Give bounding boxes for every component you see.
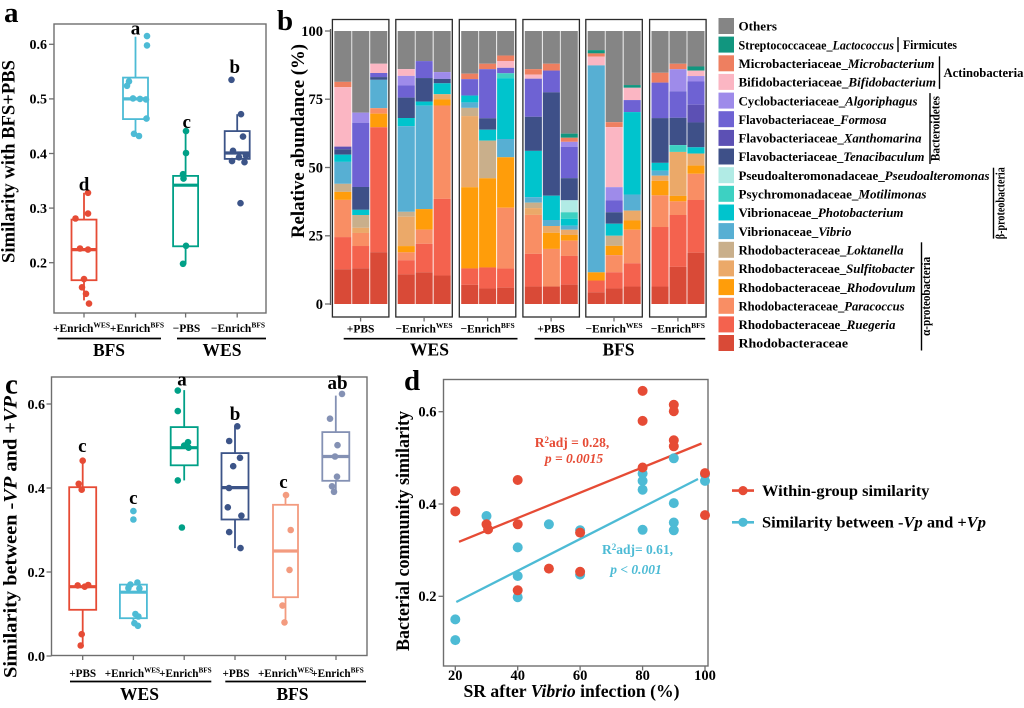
svg-text:0.5: 0.5 xyxy=(30,93,48,108)
svg-text:60: 60 xyxy=(573,668,588,684)
svg-text:−EnrichBFS: −EnrichBFS xyxy=(460,321,514,336)
svg-text:Within-group similarity: Within-group similarity xyxy=(762,483,930,500)
svg-text:b: b xyxy=(277,5,293,37)
svg-text:Rhodobacteraceae_Rhodovulum: Rhodobacteraceae_Rhodovulum xyxy=(739,280,916,295)
svg-text:0: 0 xyxy=(316,297,323,313)
svg-text:0.2: 0.2 xyxy=(30,257,48,272)
svg-text:BFS: BFS xyxy=(93,340,125,360)
svg-text:0.2: 0.2 xyxy=(418,589,436,605)
svg-text:0.2: 0.2 xyxy=(28,566,46,581)
svg-text:Vibrionaceae_Photobacterium: Vibrionaceae_Photobacterium xyxy=(739,205,904,220)
svg-text:WES: WES xyxy=(410,340,449,360)
svg-text:c: c xyxy=(78,436,86,457)
svg-text:100: 100 xyxy=(694,668,716,684)
svg-text:0.6: 0.6 xyxy=(30,38,48,53)
svg-text:Microbacteriaceae_Microbacteri: Microbacteriaceae_Microbacterium xyxy=(739,56,935,71)
svg-text:Similarity between -VP and +VP: Similarity between -VP and +VP xyxy=(1,396,22,678)
svg-text:Pseudoalteromonadaceae_Pseudoa: Pseudoalteromonadaceae_Pseudoalteromonas xyxy=(739,168,990,183)
svg-text:WES: WES xyxy=(203,340,242,360)
svg-text:0.4: 0.4 xyxy=(30,147,48,162)
svg-text:SR after Vibrio infection (%): SR after Vibrio infection (%) xyxy=(464,681,680,702)
svg-text:40: 40 xyxy=(510,668,525,684)
svg-text:c: c xyxy=(129,488,137,509)
svg-text:+EnrichBFS: +EnrichBFS xyxy=(311,667,364,681)
svg-text:c: c xyxy=(5,369,18,401)
svg-text:c: c xyxy=(279,472,287,493)
svg-text:Flavobacteriaceae_Tenacibaculu: Flavobacteriaceae_Tenacibaculum xyxy=(739,149,925,164)
svg-text:Bacteroidetes: Bacteroidetes xyxy=(929,96,943,161)
svg-text:R2adj = 0.28,: R2adj = 0.28, xyxy=(535,435,609,450)
svg-text:100: 100 xyxy=(301,24,323,40)
svg-text:Psychromonadaceae_Motilimonas: Psychromonadaceae_Motilimonas xyxy=(739,187,927,202)
svg-text:+PBS: +PBS xyxy=(223,668,250,680)
svg-text:Bifidobacteriaceae_Bifidobacte: Bifidobacteriaceae_Bifidobacterium xyxy=(739,75,937,90)
svg-text:Rhodobacteraceae_Paracoccus: Rhodobacteraceae_Paracoccus xyxy=(739,298,905,313)
svg-text:p < 0.001: p < 0.001 xyxy=(609,562,662,577)
svg-text:Rhodobacteraceae_Ruegeria: Rhodobacteraceae_Ruegeria xyxy=(739,317,896,332)
svg-text:Others: Others xyxy=(739,19,778,34)
svg-text:75: 75 xyxy=(309,92,324,108)
svg-text:+EnrichBFS: +EnrichBFS xyxy=(159,667,212,681)
svg-text:80: 80 xyxy=(635,668,650,684)
svg-text:a: a xyxy=(131,19,141,40)
svg-text:Rhodobacteraceae: Rhodobacteraceae xyxy=(739,336,849,351)
svg-text:0.6: 0.6 xyxy=(28,398,46,413)
svg-text:25: 25 xyxy=(309,229,324,245)
svg-text:α-proteobacteria: α-proteobacteria xyxy=(919,256,933,336)
svg-text:R2adj= 0.61,: R2adj= 0.61, xyxy=(602,542,673,557)
svg-text:Rhodobacteraceae_Loktanella: Rhodobacteraceae_Loktanella xyxy=(739,243,904,258)
svg-text:d: d xyxy=(79,175,90,196)
svg-text:−EnrichWES: −EnrichWES xyxy=(585,321,642,336)
svg-text:Vibrionaceae_Vibrio: Vibrionaceae_Vibrio xyxy=(739,224,852,239)
svg-text:BFS: BFS xyxy=(602,340,634,360)
svg-text:Similarity between -Vp and +Vp: Similarity between - Vp and +Vp xyxy=(762,515,986,532)
svg-text:0.6: 0.6 xyxy=(418,405,436,421)
svg-text:Cyclobacteriaceae_Algoriphagus: Cyclobacteriaceae_Algoriphagus xyxy=(739,93,918,108)
svg-text:−PBS: −PBS xyxy=(173,323,201,335)
svg-text:0.4: 0.4 xyxy=(418,497,436,513)
svg-text:Firmicutes: Firmicutes xyxy=(903,38,957,52)
svg-text:+EnrichWES: +EnrichWES xyxy=(53,321,110,336)
svg-text:Streptococcaceae_Lactococcus: Streptococcaceae_Lactococcus xyxy=(739,37,895,52)
svg-text:0.4: 0.4 xyxy=(28,482,46,497)
svg-text:50: 50 xyxy=(309,160,324,176)
svg-text:Flavobacteriaceae_Formosa: Flavobacteriaceae_Formosa xyxy=(739,112,887,127)
svg-text:a: a xyxy=(177,370,187,391)
svg-text:+EnrichBFS: +EnrichBFS xyxy=(110,321,164,336)
svg-text:0.0: 0.0 xyxy=(28,650,46,665)
svg-text:−EnrichBFS: −EnrichBFS xyxy=(211,321,265,336)
svg-text:p = 0.0015: p = 0.0015 xyxy=(544,451,604,466)
svg-text:b: b xyxy=(230,404,241,425)
svg-text:Similarity with BFS+PBS: Similarity with BFS+PBS xyxy=(0,60,20,263)
svg-text:0.3: 0.3 xyxy=(30,202,48,217)
svg-text:Flavobacteriaceae_Xanthomarina: Flavobacteriaceae_Xanthomarina xyxy=(739,131,922,146)
svg-text:c: c xyxy=(182,112,190,133)
svg-text:−EnrichWES: −EnrichWES xyxy=(395,321,452,336)
svg-text:−EnrichBFS: −EnrichBFS xyxy=(651,321,705,336)
svg-text:20: 20 xyxy=(448,668,463,684)
svg-text:Actinobacteria: Actinobacteria xyxy=(944,65,1024,80)
svg-text:Bacterial community similarity: Bacterial community similarity xyxy=(394,410,414,651)
svg-text:Rhodobacteraceae_Sulfitobacter: Rhodobacteraceae_Sulfitobacter xyxy=(739,261,916,276)
svg-text:+PBS: +PBS xyxy=(347,324,375,336)
svg-text:Relative abundance (%): Relative abundance (%) xyxy=(288,44,309,238)
svg-text:ab: ab xyxy=(327,373,347,394)
svg-text:WES: WES xyxy=(120,684,159,703)
svg-text:d: d xyxy=(404,365,420,397)
svg-text:+EnrichWES: +EnrichWES xyxy=(258,667,313,681)
svg-text:a: a xyxy=(4,0,19,29)
svg-text:β-proteobacteria: β-proteobacteria xyxy=(994,167,1008,240)
svg-text:b: b xyxy=(230,57,241,78)
svg-text:+PBS: +PBS xyxy=(69,668,96,680)
svg-text:BFS: BFS xyxy=(276,684,308,703)
svg-text:+EnrichWES: +EnrichWES xyxy=(105,667,160,681)
svg-text:+PBS: +PBS xyxy=(537,324,565,336)
